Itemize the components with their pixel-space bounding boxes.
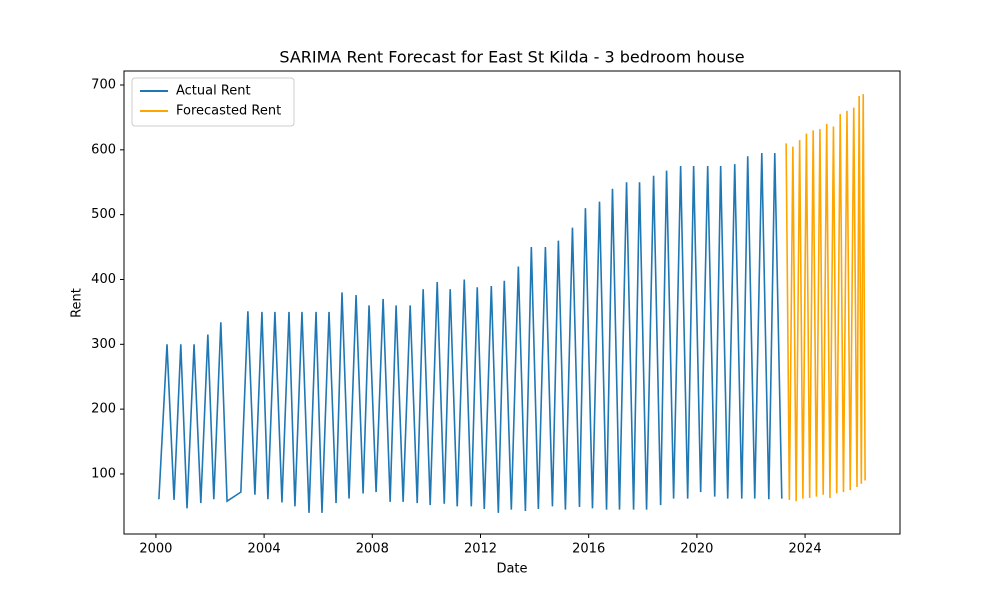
series-line (785, 94, 866, 502)
legend: Actual Rent Forecasted Rent (131, 77, 295, 127)
legend-box (131, 77, 295, 127)
y-axis-label: Rent (70, 288, 85, 318)
y-tick-label: 500 (91, 207, 116, 222)
series-line (158, 153, 783, 513)
chart-title: SARIMA Rent Forecast for East St Kilda -… (279, 48, 744, 67)
x-tick-label: 2024 (789, 542, 822, 557)
x-tick-label: 2012 (464, 542, 497, 557)
legend-label: Forecasted Rent (176, 104, 281, 119)
y-tick-label: 600 (91, 142, 116, 157)
x-tick-label: 2020 (680, 542, 713, 557)
x-tick-label: 2004 (248, 542, 281, 557)
legend-label: Actual Rent (176, 84, 251, 99)
x-tick-label: 2016 (572, 542, 605, 557)
x-axis-label: Date (496, 562, 527, 577)
y-tick-label: 300 (91, 337, 116, 352)
y-tick-label: 100 (91, 466, 116, 481)
plot-frame (123, 70, 901, 535)
y-tick-label: 400 (91, 272, 116, 287)
x-tick-label: 2008 (356, 542, 389, 557)
y-tick-label: 200 (91, 402, 116, 417)
y-tick-label: 700 (91, 78, 116, 93)
x-tick-label: 2000 (139, 542, 172, 557)
